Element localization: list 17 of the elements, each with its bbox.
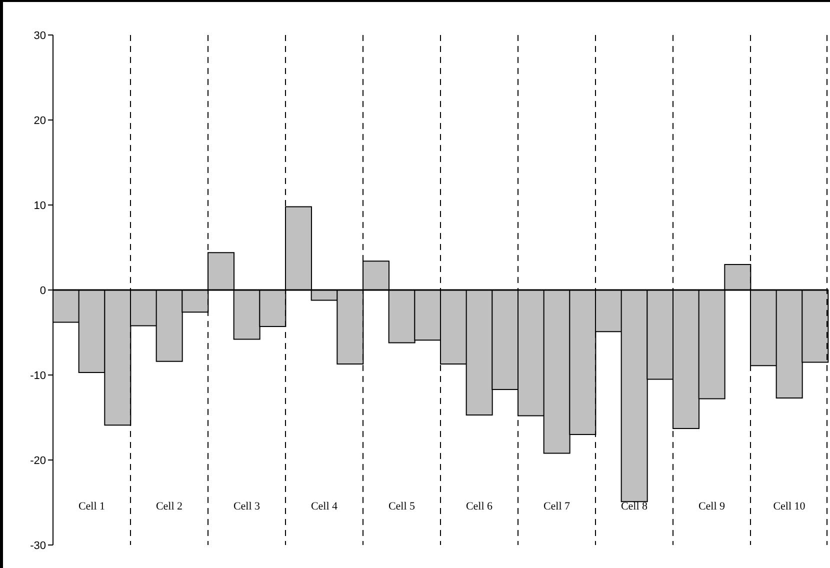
annotation: Cell 7 xyxy=(543,500,571,512)
y-tick-label: -30 xyxy=(30,540,46,552)
y-tick-label: -10 xyxy=(30,370,46,382)
annotation: Cell 6 xyxy=(466,500,494,512)
annotation: Cell 9 xyxy=(698,500,726,512)
annotation: Cell 10 xyxy=(773,500,806,512)
annotation: Cell 1 xyxy=(78,500,106,512)
annotation: Cell 4 xyxy=(310,500,338,512)
y-tick-label: -20 xyxy=(30,454,46,467)
y-tick-label: 10 xyxy=(34,200,46,212)
y-tick-label: 30 xyxy=(34,30,46,42)
y-tick-label: 0 xyxy=(40,284,46,297)
annotation: Cell 8 xyxy=(620,500,648,512)
annotation: Cell 5 xyxy=(388,500,416,512)
y-tick-label: 20 xyxy=(34,114,46,127)
annotation: Cell 3 xyxy=(233,500,261,512)
annotation: Cell 2 xyxy=(156,500,183,512)
